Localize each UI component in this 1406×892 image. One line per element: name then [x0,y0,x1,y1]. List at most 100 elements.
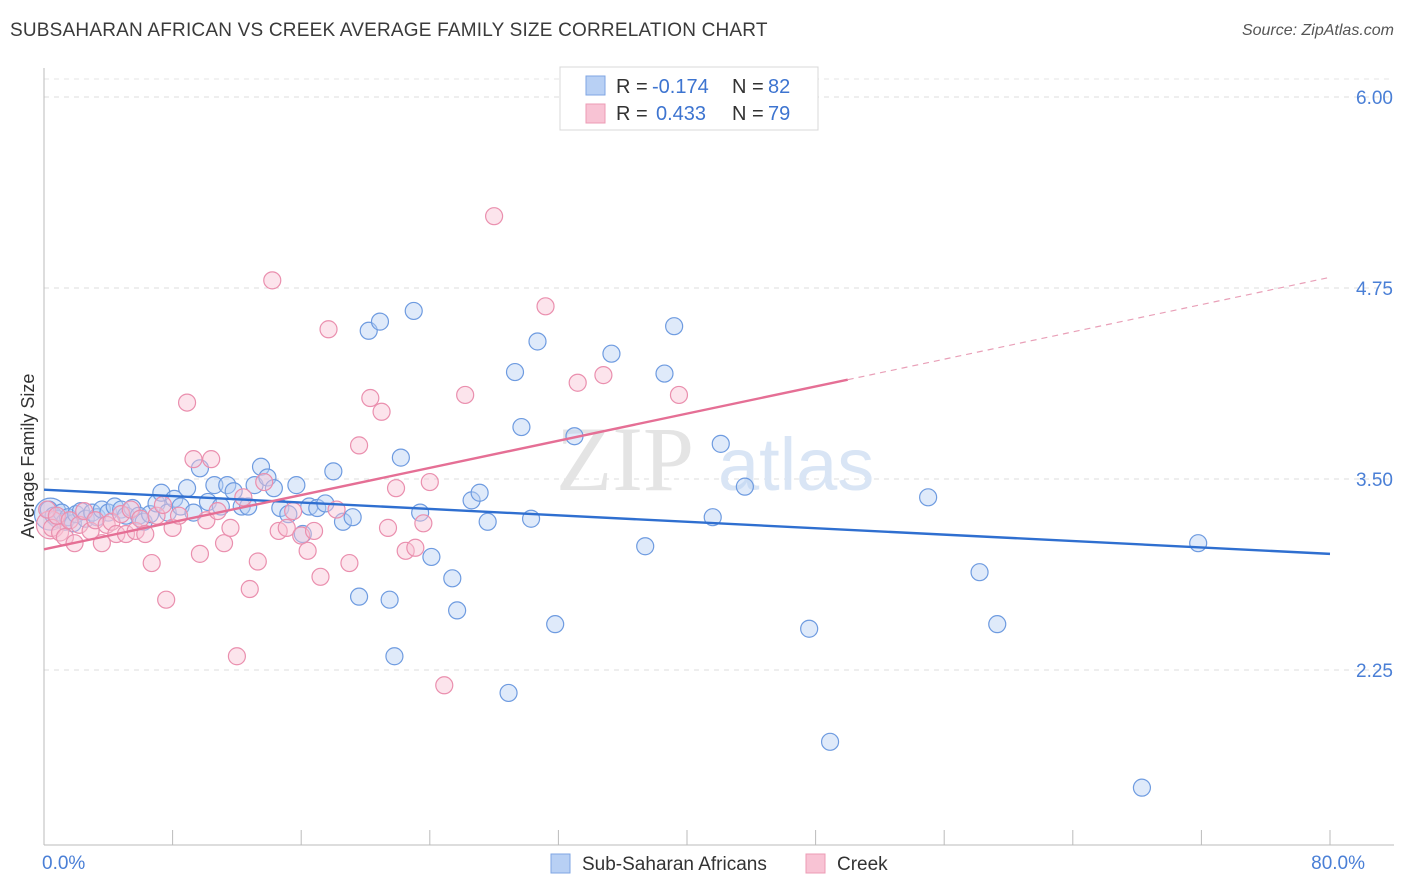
data-point [385,647,404,666]
data-point [669,385,689,405]
data-point [594,365,613,385]
data-point [131,509,150,528]
data-point [157,590,176,609]
data-point [602,344,621,363]
data-point [448,601,467,620]
data-point [380,590,399,609]
data-point [248,552,267,571]
series-creek [35,207,689,695]
data-point [202,450,221,469]
data-point [372,402,391,421]
data-point [711,434,730,453]
data-point [735,477,754,496]
data-point [636,537,655,556]
data-point [414,514,433,533]
data-point [970,563,989,582]
data-point [370,312,390,331]
legend-n-label-2: N = [732,103,764,125]
watermark-atlas: atlas [718,423,874,506]
data-point [512,417,531,437]
data-point [343,508,362,527]
data-point [1189,534,1208,553]
data-point [279,505,298,524]
data-point [499,683,518,703]
data-point [38,500,57,519]
legend-r-value-1: -0.174 [652,76,709,98]
data-point [97,515,116,534]
data-point [386,479,406,498]
data-point [391,448,410,467]
data-point [470,483,489,502]
data-point [112,505,131,524]
data-point [568,373,587,392]
axes [43,68,1394,846]
data-point [528,332,547,351]
legend-label-sub-saharan: Sub-Saharan Africans [582,854,767,875]
data-point [919,488,938,507]
legend-swatch-sub-saharan [550,853,571,874]
data-point [311,567,330,586]
data-point [800,619,819,638]
data-point [422,547,441,567]
x-tick-label-min: 0.0% [42,853,85,874]
legend-swatch-creek [805,853,826,874]
data-point [147,506,166,525]
legend-r-value-2: 0.433 [656,103,706,125]
data-point [505,362,525,382]
data-point [435,676,454,695]
data-point [121,500,140,519]
data-point [205,476,224,495]
data-point [227,647,246,666]
legend-r-label-2: R = [616,103,648,125]
data-point [177,393,197,412]
data-point [443,569,462,588]
data-point [349,436,369,455]
data-point [190,544,210,563]
legend-n-label-1: N = [732,76,764,98]
data-point [478,512,497,531]
data-point [324,462,343,481]
legend-label-creek: Creek [837,854,888,875]
trend-lines [43,276,1331,556]
data-point [665,317,684,336]
data-point [298,541,317,560]
data-point [177,479,197,498]
data-point [251,457,271,476]
data-point [420,472,439,492]
legend-r-label-1: R = [616,76,648,98]
legend-n-value-2: 79 [768,103,790,125]
y-tick-label: 4.75 [1356,279,1393,300]
watermark-zip: ZIP [556,408,694,510]
series-sub-saharan-africans [33,301,1208,797]
data-point [361,388,380,408]
data-point [165,489,184,508]
data-point [255,472,274,492]
data-point [546,615,565,634]
data-point [240,579,259,599]
data-point [378,518,398,537]
data-point [456,385,475,405]
data-point [214,534,234,553]
data-point [284,501,303,521]
data-point [655,364,674,383]
data-point [264,479,283,498]
chart-title: SUBSAHARAN AFRICAN VS CREEK AVERAGE FAMI… [10,20,768,41]
data-point [86,511,105,530]
trend-line-creek-extension [847,276,1331,381]
series-legend: Sub-Saharan Africans Creek [550,853,888,875]
correlation-legend: R = -0.174 N = 82 R = 0.433 N = 79 [559,66,819,131]
data-point [319,320,338,339]
trend-line-sub-saharan [43,488,1331,556]
data-point [536,297,555,316]
data-point [153,495,173,515]
data-point [404,301,423,321]
data-point [485,207,504,226]
data-point [221,518,240,537]
x-tick-label-max: 80.0% [1311,853,1365,874]
data-point [988,615,1007,634]
y-axis-title: Average Family Size [18,374,38,539]
data-point [287,476,306,495]
data-point [349,587,369,606]
data-point [406,538,425,557]
